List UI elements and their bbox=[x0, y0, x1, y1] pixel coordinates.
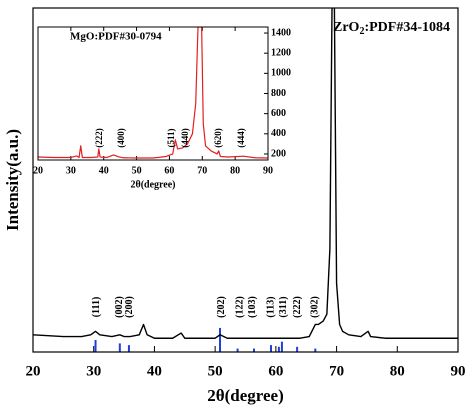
peak-label: (222) bbox=[94, 128, 104, 148]
data-line bbox=[38, 27, 268, 159]
x-tick-label: 90 bbox=[451, 363, 466, 379]
chart-title: ZrO2:PDF#34-1084 bbox=[333, 20, 450, 37]
peak-label: (002) bbox=[114, 296, 125, 318]
x-tick-label: 80 bbox=[230, 165, 240, 176]
plot-frame bbox=[32, 7, 459, 353]
x-tick-label: 20 bbox=[33, 165, 43, 176]
x-axis-label: 2θ(degree) bbox=[207, 386, 284, 405]
peak-label: (202) bbox=[216, 296, 227, 318]
y-axis-label: Intensity(a.u.) bbox=[3, 129, 22, 231]
peak-label: (103) bbox=[247, 296, 258, 318]
x-tick-label: 70 bbox=[197, 165, 207, 176]
title-text: ZrO bbox=[333, 20, 360, 35]
inset-background bbox=[38, 27, 268, 160]
peak-label: (122) bbox=[234, 296, 245, 318]
y-tick-label: 1000 bbox=[271, 68, 291, 79]
y-tick-label: 600 bbox=[271, 108, 286, 119]
peak-label: (400) bbox=[116, 128, 126, 148]
y-tick-label: 200 bbox=[271, 148, 286, 159]
x-tick-label: 60 bbox=[268, 363, 283, 379]
x-tick-label: 50 bbox=[132, 165, 142, 176]
x-tick-label: 90 bbox=[263, 165, 273, 176]
inset-x-axis-label: 2θ(degree) bbox=[130, 179, 175, 190]
peak-label: (200) bbox=[124, 296, 135, 318]
title-subscript: 2 bbox=[359, 26, 364, 37]
data-line bbox=[33, 8, 458, 339]
peak-label: (511) bbox=[166, 128, 176, 147]
x-tick-label: 60 bbox=[164, 165, 174, 176]
peak-label: (113) bbox=[265, 296, 276, 317]
peak-label: (620) bbox=[213, 128, 223, 148]
x-tick-label: 50 bbox=[208, 363, 223, 379]
plot-frame bbox=[37, 26, 269, 161]
y-tick-label: 800 bbox=[271, 88, 286, 99]
peak-label: (302) bbox=[310, 296, 321, 318]
x-tick-label: 40 bbox=[147, 363, 162, 379]
y-tick-label: 1400 bbox=[271, 27, 291, 38]
peak-label: (440) bbox=[180, 128, 190, 148]
x-tick-label: 20 bbox=[26, 363, 41, 379]
inset-title: MgO:PDF#30-0794 bbox=[70, 31, 162, 43]
x-tick-label: 30 bbox=[66, 165, 76, 176]
peak-label: (111) bbox=[91, 297, 102, 318]
x-tick-label: 80 bbox=[390, 363, 405, 379]
x-tick-label: 40 bbox=[99, 165, 109, 176]
peak-label: (222) bbox=[292, 296, 303, 318]
title-suffix: :PDF#34-1084 bbox=[364, 20, 450, 35]
y-tick-label: 1200 bbox=[271, 47, 291, 58]
x-tick-label: 70 bbox=[329, 363, 344, 379]
y-tick-label: 400 bbox=[271, 128, 286, 139]
peak-label: (444) bbox=[236, 128, 246, 148]
x-tick-label: 30 bbox=[86, 363, 101, 379]
peak-label: (311) bbox=[278, 296, 289, 317]
